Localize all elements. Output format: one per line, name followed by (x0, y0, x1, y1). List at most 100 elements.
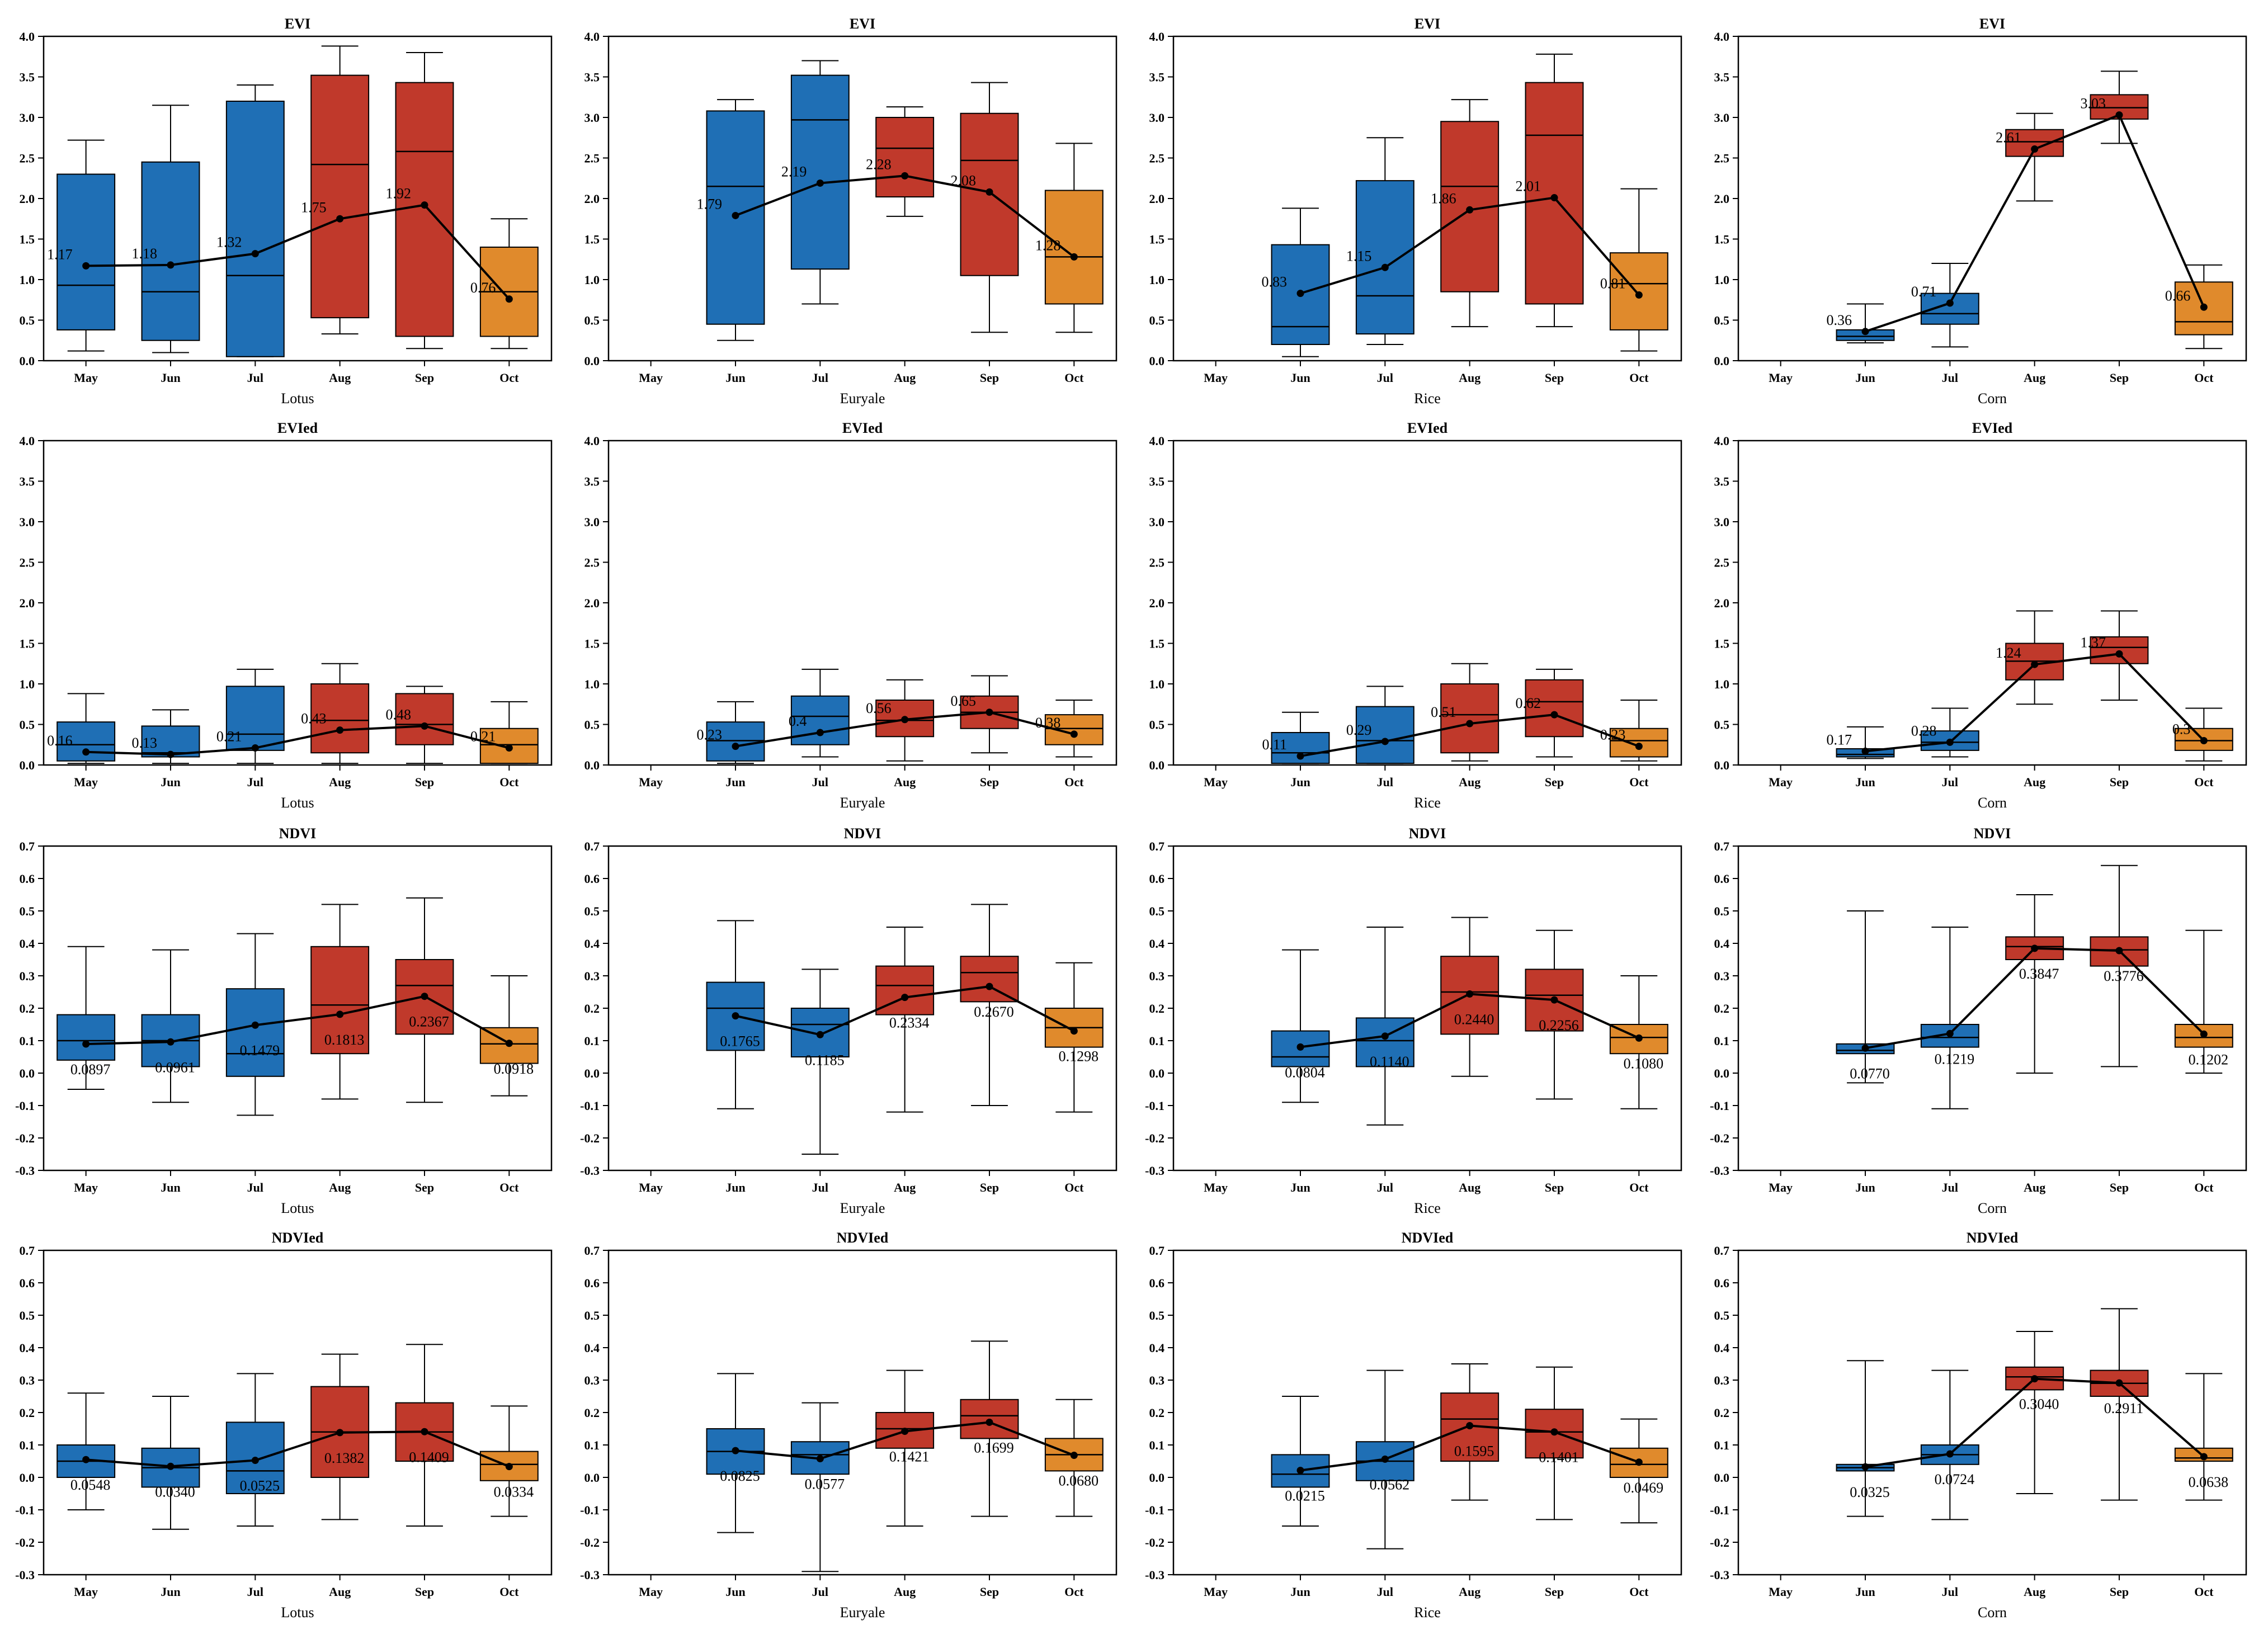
y-tick-label: 2.5 (1149, 152, 1165, 166)
mean-point (82, 1456, 90, 1463)
x-tick-label: Aug (1459, 775, 1480, 789)
y-tick-label: 0.5 (1149, 718, 1165, 732)
mean-point (336, 1010, 344, 1018)
chart-title: NDVI (1409, 825, 1446, 842)
mean-point (1070, 253, 1078, 261)
y-tick-label: 0.5 (584, 314, 600, 328)
x-tick-label: Jul (247, 1585, 263, 1599)
chart-title: EVI (1979, 16, 2005, 32)
y-tick-label: 0.1 (20, 1034, 35, 1048)
y-tick-label: 0.4 (1714, 937, 1730, 951)
data-label: 0.23 (697, 727, 723, 743)
x-tick-label: Jul (1942, 371, 1958, 385)
mean-point (1070, 1452, 1078, 1459)
data-label: 0.1421 (889, 1449, 930, 1465)
mean-point (816, 1031, 824, 1038)
mean-point (901, 994, 909, 1002)
y-tick-label: -0.3 (580, 1568, 600, 1582)
y-tick-label: 2.0 (1149, 192, 1165, 206)
mean-point (336, 1429, 344, 1437)
x-tick-label: Jul (1377, 1180, 1393, 1194)
mean-point (2115, 1379, 2123, 1387)
y-tick-label: 0.6 (1714, 872, 1730, 886)
x-axis-label: Rice (1414, 795, 1441, 811)
mean-point (505, 744, 513, 752)
y-tick-label: 1.5 (1714, 637, 1730, 651)
mean-point (1381, 738, 1389, 745)
y-tick-label: -0.3 (15, 1164, 35, 1178)
data-label: 0.0548 (70, 1477, 111, 1493)
x-tick-label: Sep (1545, 1180, 1564, 1194)
mean-point (1635, 1034, 1643, 1042)
y-tick-label: 0.5 (584, 1309, 600, 1322)
y-tick-label: 4.0 (584, 30, 600, 44)
y-tick-label: 2.0 (1714, 192, 1730, 206)
mean-point (167, 261, 175, 269)
data-label: 1.79 (697, 196, 723, 212)
data-label: 0.0562 (1370, 1476, 1410, 1492)
data-label: 0.3040 (2019, 1396, 2059, 1413)
y-tick-label: 4.0 (1714, 30, 1730, 44)
y-tick-label: -0.2 (15, 1536, 35, 1550)
mean-point (1550, 711, 1558, 719)
y-tick-label: 0.0 (1149, 758, 1165, 772)
chart-panel: EVIed 0.0 0.5 1.0 1.5 2.0 2.5 3.0 3.5 4.0 May Jun Ju… (584, 420, 1118, 811)
x-tick-label: Jun (1855, 1180, 1875, 1194)
y-tick-label: 0.5 (584, 904, 600, 918)
box-iqr (395, 693, 454, 745)
y-tick-label: 0.1 (1149, 1438, 1165, 1452)
data-label: 0.0577 (805, 1476, 845, 1492)
mean-point (732, 211, 739, 219)
y-tick-label: 3.0 (20, 515, 35, 529)
chart-title: NDVIed (1402, 1230, 1454, 1246)
data-label: 0.0804 (1285, 1064, 1325, 1080)
data-label: 0.0961 (155, 1059, 195, 1075)
y-tick-label: 0.3 (1714, 1373, 1730, 1387)
data-label: 0.29 (1346, 722, 1372, 738)
data-label: 1.32 (216, 234, 242, 251)
x-tick-label: Oct (1064, 775, 1084, 789)
box-iqr (310, 683, 370, 754)
mean-point (2115, 947, 2123, 955)
x-tick-label: Jun (1855, 775, 1875, 789)
y-tick-label: -0.3 (580, 1164, 600, 1178)
x-tick-label: Sep (980, 1180, 999, 1194)
x-tick-label: Sep (415, 775, 434, 789)
x-tick-label: Oct (1064, 1585, 1084, 1599)
x-tick-label: Sep (1545, 775, 1564, 789)
data-label: 0.3776 (2104, 968, 2144, 984)
box-iqr (1525, 82, 1584, 305)
y-tick-label: 2.0 (584, 596, 600, 610)
x-tick-label: Oct (1064, 1180, 1084, 1194)
data-label: 0.0469 (1624, 1480, 1664, 1496)
mean-point (901, 716, 909, 724)
x-axis-label: Rice (1414, 1604, 1441, 1621)
y-tick-label: 0.7 (20, 839, 35, 853)
mean-point (1381, 1455, 1389, 1463)
data-label: 0.1813 (324, 1032, 365, 1048)
y-tick-label: 0.7 (20, 1244, 35, 1258)
y-tick-label: -0.1 (580, 1099, 600, 1113)
y-tick-label: 1.0 (584, 273, 600, 287)
x-tick-label: Oct (499, 371, 519, 385)
data-label: 0.43 (301, 711, 327, 727)
y-tick-label: 0.4 (1149, 1341, 1165, 1355)
data-label: 0.0638 (2189, 1474, 2229, 1490)
mean-point (505, 1463, 513, 1471)
x-tick-label: Jun (725, 1585, 745, 1599)
mean-point (2115, 111, 2123, 119)
x-tick-label: May (639, 775, 663, 789)
box-iqr (706, 721, 765, 762)
mean-point (901, 172, 909, 180)
data-label: 0.21 (216, 729, 242, 745)
plot-frame (1737, 35, 2247, 362)
data-label: 0.1219 (1935, 1051, 1975, 1067)
mean-point (2200, 737, 2208, 744)
y-tick-label: 0.6 (584, 1276, 600, 1290)
mean-point (1070, 1027, 1078, 1035)
y-tick-label: 4.0 (1149, 30, 1165, 44)
data-label: 0.56 (866, 700, 892, 716)
data-label: 0.23 (1600, 727, 1626, 743)
mean-point (2115, 650, 2123, 658)
x-axis-label: Corn (1978, 1200, 2007, 1216)
